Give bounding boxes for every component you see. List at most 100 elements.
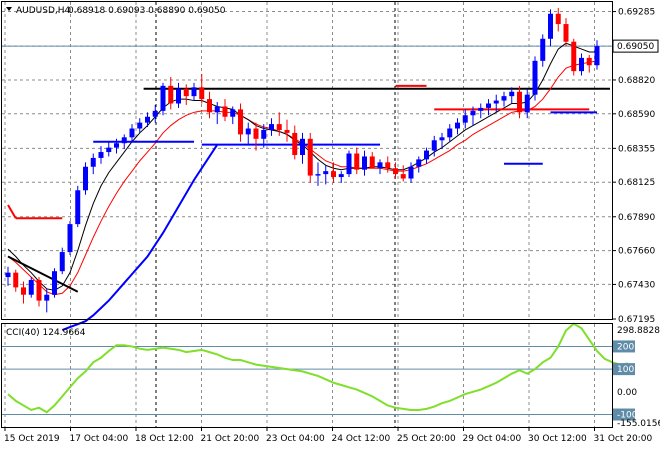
x-tick-label: 29 Oct 04:00 — [463, 434, 522, 444]
x-tick-label: 30 Oct 12:00 — [528, 434, 587, 444]
candle-body — [52, 271, 57, 295]
candle-body — [13, 272, 19, 288]
candle-body — [230, 109, 236, 117]
candle-body — [300, 138, 305, 155]
cci-tick-label: 0.00 — [617, 388, 637, 398]
cci-tick-label: -155.0156 — [617, 419, 660, 429]
falling-trendline — [7, 255, 79, 293]
resistance-stop-line — [7, 204, 17, 219]
candle-body — [44, 294, 50, 301]
y-tick-label: 0.68590 — [618, 110, 655, 120]
candle-body — [478, 107, 484, 111]
x-tick-label: 18 Oct 12:00 — [135, 434, 194, 444]
candle-body — [292, 132, 298, 155]
candle-body — [191, 87, 197, 97]
candle-body — [493, 100, 499, 104]
cci-plot — [7, 322, 629, 414]
candle-body — [385, 162, 391, 169]
y-tick-label: 0.67660 — [618, 247, 655, 257]
candle-body — [90, 157, 96, 167]
candle-body — [532, 60, 538, 95]
candle-body — [28, 280, 34, 295]
candle-body — [338, 174, 344, 178]
candle-body — [67, 224, 73, 253]
candle-body — [540, 38, 546, 61]
candle-body — [555, 13, 561, 25]
candle-body — [362, 156, 367, 170]
candle-body — [393, 168, 398, 175]
price-grid — [2, 2, 612, 319]
candle-body — [369, 156, 375, 169]
ohlc-values: 0.68918 0.69093 0.68890 0.69050 — [68, 6, 226, 16]
candle-body — [245, 128, 251, 135]
candle-body — [424, 150, 429, 160]
candle-body — [455, 122, 460, 129]
candle-body — [331, 171, 336, 178]
candle-body — [106, 147, 112, 153]
candle-body — [59, 252, 65, 272]
candle-body — [470, 110, 476, 116]
y-tick-label: 0.68355 — [618, 144, 655, 154]
y-tick-label: 0.69285 — [618, 8, 655, 18]
cci-level-badge — [613, 408, 635, 421]
x-tick-label: 23 Oct 04:00 — [266, 434, 325, 444]
price-panel-frame — [1, 1, 613, 320]
candle-body — [276, 124, 282, 130]
candle-body — [524, 94, 530, 113]
candle-body — [199, 87, 205, 100]
cci-panel-frame — [1, 323, 613, 428]
candle-body — [354, 153, 360, 170]
x-tick-label: 21 Oct 20:00 — [201, 434, 260, 444]
candle-body — [571, 41, 577, 72]
collapse-triangle-icon[interactable] — [6, 7, 12, 11]
candle-body — [5, 272, 11, 278]
candle-body — [284, 129, 290, 133]
candle-body — [75, 190, 81, 225]
y-tick-label: 0.67195 — [618, 315, 655, 325]
candle-body — [586, 57, 592, 66]
candle-body — [222, 106, 228, 117]
candle-body — [145, 116, 150, 123]
axis-labels: 0.69285 0.69050 0.68820 0.68590 0.68355 0.681… — [4, 8, 660, 444]
candle-body — [594, 46, 600, 66]
candle-body — [152, 110, 158, 117]
y-tick-label: 0.68125 — [618, 178, 655, 188]
candle-body — [269, 124, 274, 130]
current-price-label: 0.69050 — [617, 42, 654, 52]
cci-tick-label: 100 — [617, 365, 634, 375]
candle-body — [563, 24, 569, 42]
candle-body — [207, 99, 212, 113]
cci-tick-label: 298.8828 — [617, 326, 660, 336]
cci-line — [7, 322, 629, 414]
x-tick-label: 25 Oct 20:00 — [397, 434, 456, 444]
cci-tick-label: -100 — [617, 411, 638, 421]
candle-body — [261, 129, 267, 139]
cci-tick-label: 200 — [617, 342, 634, 352]
candle-body — [439, 137, 445, 141]
candle-body — [323, 171, 329, 175]
candle-body — [447, 128, 453, 138]
candle-body — [400, 174, 406, 179]
candle-body — [214, 106, 220, 113]
symbol-label: AUDUSD,H4 — [16, 6, 71, 16]
candle-body — [416, 159, 422, 167]
x-tick-label: 24 Oct 12:00 — [332, 434, 391, 444]
x-tick-label: 15 Oct 2019 — [4, 434, 60, 444]
candle-body — [137, 122, 143, 129]
candle-body — [509, 91, 515, 97]
cci-level-badge — [613, 340, 635, 353]
candle-body — [315, 174, 321, 176]
candle-body — [501, 96, 507, 101]
candle-body — [579, 57, 584, 72]
x-tick-label: 17 Oct 04:00 — [70, 434, 129, 444]
y-tick-label: 0.68820 — [618, 76, 655, 86]
x-tick-label: 31 Oct 20:00 — [594, 434, 653, 444]
candle-body — [486, 103, 491, 108]
candle-body — [431, 140, 437, 151]
candle-body — [307, 138, 313, 176]
candle-body — [168, 85, 174, 104]
candle-body — [98, 152, 104, 158]
y-tick-label: 0.67430 — [618, 280, 655, 290]
candle-body — [83, 166, 88, 191]
